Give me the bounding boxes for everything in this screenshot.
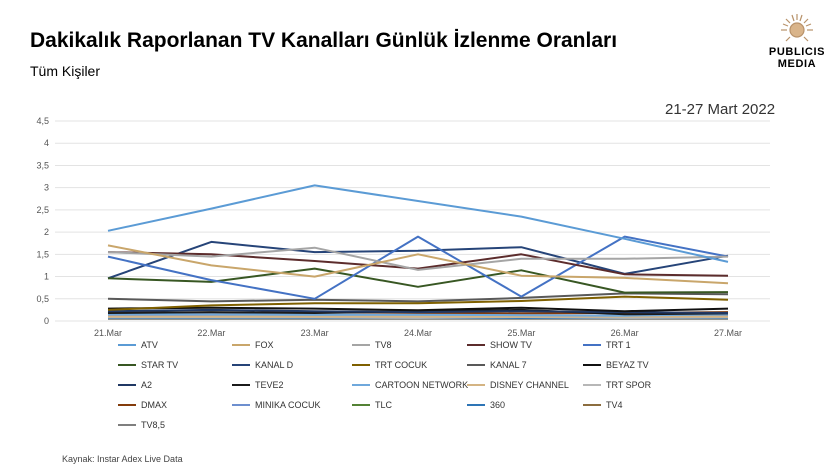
legend-item: TV8 (352, 340, 392, 350)
legend-swatch (467, 404, 485, 406)
legend-label: SHOW TV (490, 340, 532, 350)
x-tick-label: 25.Mar (507, 328, 535, 338)
legend-swatch (583, 384, 601, 386)
y-tick-label: 0,5 (36, 294, 49, 304)
legend-label: 360 (490, 400, 506, 410)
legend-label: TV8,5 (141, 420, 166, 430)
y-tick-label: 3 (44, 183, 49, 193)
legend-swatch (467, 344, 485, 346)
legend-label: CARTOON NETWORK (375, 380, 469, 390)
legend-label: KANAL 7 (490, 360, 527, 370)
legend-label: A2 (141, 380, 153, 390)
legend-swatch (352, 344, 370, 346)
y-tick-label: 2 (44, 227, 49, 237)
legend-swatch (467, 364, 485, 366)
legend-swatch (352, 404, 370, 406)
y-tick-label: 1,5 (36, 249, 49, 259)
page-subtitle: Tüm Kişiler (30, 63, 101, 79)
x-tick-label: 26.Mar (611, 328, 639, 338)
legend-swatch (118, 404, 136, 406)
legend-swatch (118, 384, 136, 386)
legend-label: FOX (255, 340, 274, 350)
legend-item: DMAX (118, 400, 167, 410)
legend-item: DISNEY CHANNEL (467, 380, 569, 390)
logo-text-line2: MEDIA (777, 58, 817, 70)
legend-swatch (232, 364, 250, 366)
legend-item: A2 (118, 380, 152, 390)
legend-item: TRT 1 (583, 340, 631, 350)
x-tick-label: 27.Mar (714, 328, 742, 338)
legend-label: DISNEY CHANNEL (490, 380, 569, 390)
series-line-atv (107, 184, 729, 263)
legend-swatch (583, 344, 601, 346)
series-line-trt-cocuk (107, 295, 729, 311)
y-tick-label: 3,5 (36, 160, 49, 170)
legend-swatch (352, 364, 370, 366)
publicis-media-logo: PUBLICIS MEDIA (762, 12, 832, 72)
legend-label: TRT 1 (606, 340, 631, 350)
legend-swatch (118, 344, 136, 346)
legend-item: FOX (232, 340, 274, 350)
legend-label: DMAX (141, 400, 168, 410)
date-range: 21-27 Mart 2022 (665, 101, 776, 118)
legend-swatch (232, 404, 250, 406)
legend-item: TRT SPOR (583, 380, 651, 390)
series-line-trt-1 (107, 235, 729, 300)
legend-item: BEYAZ TV (583, 360, 649, 370)
x-tick-label: 21.Mar (94, 328, 122, 338)
legend-label: MINIKA COCUK (255, 400, 321, 410)
legend-label: BEYAZ TV (606, 360, 649, 370)
series-line-star-tv (107, 267, 729, 294)
legend-swatch (583, 404, 601, 406)
legend-item: TEVE2 (232, 380, 284, 390)
legend-swatch (118, 364, 136, 366)
legend-label: STAR TV (141, 360, 179, 370)
y-tick-label: 1 (44, 272, 49, 282)
legend-item: TV8,5 (118, 420, 165, 430)
legend-label: TV4 (606, 400, 623, 410)
series-line-fox (107, 244, 729, 285)
legend-swatch (232, 384, 250, 386)
legend-item: KANAL 7 (467, 360, 527, 370)
series-line-tv8 (107, 246, 729, 271)
legend-label: TV8 (375, 340, 392, 350)
source-note: Kaynak: Instar Adex Live Data (62, 454, 183, 464)
series-line-show-tv (107, 251, 729, 277)
series-line-kanal-d (107, 240, 729, 280)
logo-text-line1: PUBLICIS (768, 46, 826, 58)
legend-label: TEVE2 (255, 380, 284, 390)
series-line-beyaz-tv (107, 306, 729, 313)
legend-swatch (352, 384, 370, 386)
legend-swatch (583, 364, 601, 366)
x-tick-label: 23.Mar (301, 328, 329, 338)
legend-item: TV4 (583, 400, 623, 410)
legend-item: CARTOON NETWORK (352, 380, 468, 390)
legend-item: MINIKA COCUK (232, 400, 321, 410)
legend-label: KANAL D (255, 360, 294, 370)
page-title: Dakikalık Raporlanan TV Kanalları Günlük… (30, 29, 618, 52)
legend-label: ATV (141, 340, 158, 350)
legend-label: TRT SPOR (606, 380, 652, 390)
x-tick-label: 22.Mar (197, 328, 225, 338)
legend-item: 360 (467, 400, 505, 410)
y-tick-label: 4,5 (36, 116, 49, 126)
legend-item: STAR TV (118, 360, 178, 370)
legend-label: TRT COCUK (375, 360, 428, 370)
legend-swatch (118, 424, 136, 426)
legend-swatch (232, 344, 250, 346)
legend-swatch (467, 384, 485, 386)
y-tick-label: 2,5 (36, 205, 49, 215)
x-tick-label: 24.Mar (404, 328, 432, 338)
legend-label: TLC (375, 400, 393, 410)
legend-item: KANAL D (232, 360, 293, 370)
legend-item: TLC (352, 400, 392, 410)
legend-item: SHOW TV (467, 340, 532, 350)
y-tick-label: 0 (44, 316, 49, 326)
lion-emblem-icon (781, 14, 813, 42)
series-line-cartoon-network (108, 313, 729, 317)
y-tick-label: 4 (44, 138, 49, 148)
legend-item: TRT COCUK (352, 360, 427, 370)
legend-item: ATV (118, 340, 158, 350)
